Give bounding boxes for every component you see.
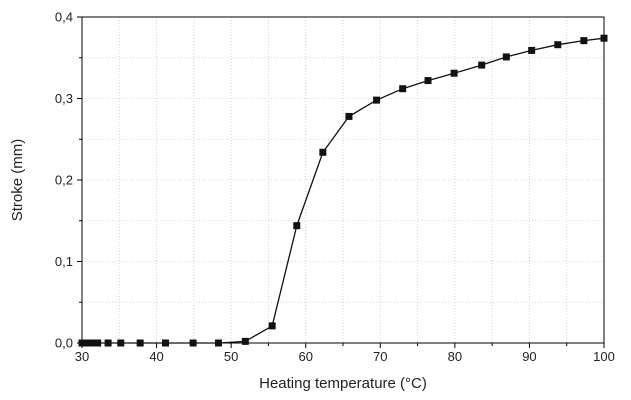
y-tick-label: 0,4 — [55, 10, 73, 25]
data-point — [214, 339, 222, 347]
data-point — [104, 339, 112, 347]
x-tick-label: 70 — [373, 349, 387, 364]
data-point — [399, 85, 407, 93]
grid-layer — [82, 17, 604, 343]
data-point — [78, 339, 86, 347]
data-point — [136, 339, 144, 347]
data-point — [450, 69, 458, 77]
x-tick-label: 50 — [224, 349, 238, 364]
data-point — [162, 339, 170, 347]
data-point — [189, 339, 197, 347]
x-tick-label: 60 — [298, 349, 312, 364]
data-point — [117, 339, 125, 347]
x-tick-label: 80 — [448, 349, 462, 364]
series-layer — [78, 34, 608, 347]
data-point — [502, 53, 510, 61]
data-point — [554, 41, 562, 49]
x-axis-title: Heating temperature (°C) — [259, 375, 427, 392]
data-point — [293, 222, 301, 230]
data-point — [241, 337, 249, 345]
data-point — [600, 34, 608, 42]
y-tick-label: 0,1 — [55, 254, 73, 269]
x-tick-label: 40 — [149, 349, 163, 364]
y-tick-label: 0,2 — [55, 173, 73, 188]
data-point — [319, 148, 327, 156]
x-tick-label: 30 — [75, 349, 89, 364]
data-point — [580, 37, 588, 45]
data-point — [83, 339, 91, 347]
y-axis-title: Stroke (mm) — [9, 139, 26, 222]
x-tick-label: 90 — [522, 349, 536, 364]
x-tick-label: 100 — [593, 349, 615, 364]
data-point — [373, 96, 381, 104]
y-tick-label: 0,3 — [55, 91, 73, 106]
data-point — [94, 339, 102, 347]
data-point — [268, 322, 276, 330]
y-tick-label: 0,0 — [55, 336, 73, 351]
data-point — [88, 339, 96, 347]
data-point — [424, 77, 432, 85]
data-point — [345, 112, 353, 120]
data-point — [478, 61, 486, 69]
tick-layer: 30 40 50 60 70 80 90 100 0,0 0,1 0,2 0,3 0,4 — [55, 10, 615, 365]
data-point — [528, 46, 536, 54]
